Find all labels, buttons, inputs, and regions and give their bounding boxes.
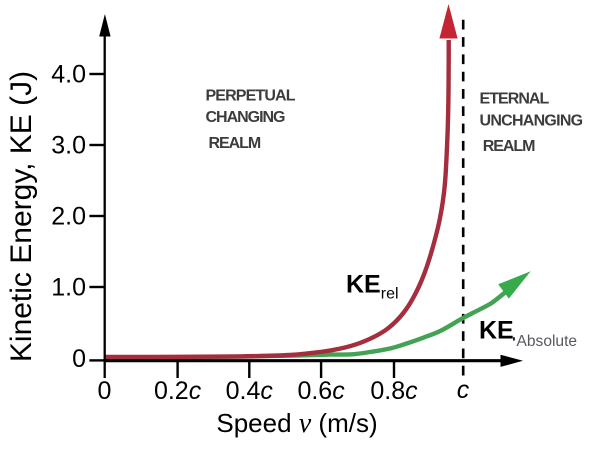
svg-text:Kinetic Energy, KE (J): Kinetic Energy, KE (J) — [5, 71, 38, 362]
svg-text:2.0: 2.0 — [51, 203, 86, 231]
svg-text:Speed ν (m/s): Speed ν (m/s) — [216, 408, 377, 439]
svg-text:PERPETUAL: PERPETUAL — [206, 88, 296, 105]
svg-text:0.2c: 0.2c — [154, 377, 202, 405]
svg-text:KErel: KErel — [346, 271, 399, 303]
svg-text:4.0: 4.0 — [51, 61, 86, 89]
svg-text:0.6c: 0.6c — [297, 377, 345, 405]
svg-text:REALM: REALM — [209, 135, 262, 152]
svg-text:UNCHANGING: UNCHANGING — [480, 113, 584, 130]
svg-text:REALM: REALM — [483, 138, 536, 155]
svg-text:1.0: 1.0 — [51, 274, 86, 302]
svg-text:0: 0 — [72, 345, 86, 373]
svg-text:c: c — [457, 376, 470, 404]
svg-text:ETERNAL: ETERNAL — [480, 91, 550, 108]
svg-text:0: 0 — [98, 377, 112, 405]
svg-text:0.8c: 0.8c — [370, 377, 418, 405]
svg-text:0.4c: 0.4c — [226, 377, 274, 405]
svg-text:CHANGING: CHANGING — [206, 109, 286, 126]
svg-text:3.0: 3.0 — [51, 132, 86, 160]
